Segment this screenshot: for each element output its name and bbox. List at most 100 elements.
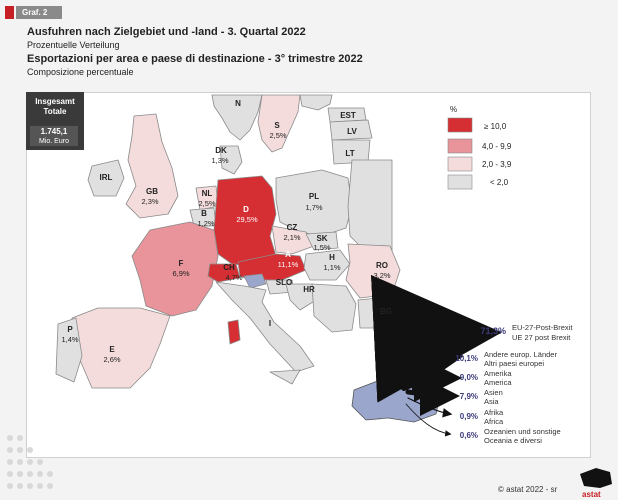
- country-shape-I: [215, 281, 315, 373]
- country-label-S: S: [274, 121, 280, 130]
- country-value-B: 1,2%: [197, 219, 214, 228]
- country-label-F: F: [179, 259, 184, 268]
- country-value-A: 11,1%: [278, 260, 299, 269]
- country-shape-F: [131, 221, 219, 317]
- country-shape-CH: [207, 263, 241, 283]
- legend-label-none: < 2,0: [490, 178, 509, 187]
- subtitle-german: Prozentuelle Verteilung: [27, 40, 120, 50]
- total-unit: Mio. Euro: [39, 138, 69, 145]
- country-label-EST: EST: [340, 111, 356, 120]
- country-label-N: N: [235, 99, 241, 108]
- south-tyrol-shape: [243, 273, 267, 289]
- flow-label-america-de: Amerika: [484, 369, 512, 378]
- country-label-SLO: SLO: [276, 278, 292, 287]
- country-shape-FIN: [299, 94, 333, 111]
- country-value-GB: 2,3%: [141, 197, 158, 206]
- country-label-LV: LV: [347, 127, 357, 136]
- flow-label-eu-it: UE 27 post Brexit: [512, 333, 571, 342]
- flow-label-europe-de: Andere europ. Länder: [484, 350, 557, 359]
- total-label-de: Insgesamt: [35, 97, 75, 106]
- country-label-LT: LT: [345, 149, 354, 158]
- country-shape-E: [71, 307, 171, 389]
- country-shape-LV: [329, 119, 373, 141]
- country-label-E: E: [109, 345, 115, 354]
- title-italian: Esportazioni per area e paese di destina…: [27, 53, 363, 65]
- country-shape-DK: [219, 145, 243, 175]
- country-value-CZ: 2,1%: [283, 233, 300, 242]
- graph-tag-marker: [5, 6, 14, 19]
- legend-swatch-mid: [447, 138, 473, 154]
- total-value: 1.745,1: [41, 127, 68, 136]
- flow-value-africa: 0,9%: [460, 412, 478, 421]
- flow-label-europe-it: Altri paesi europei: [484, 359, 544, 368]
- legend-label-mid: 4,0 - 9,9: [482, 142, 512, 151]
- country-label-BG: BG: [380, 307, 392, 316]
- country-label-P: P: [67, 325, 73, 334]
- country-value-F: 6,9%: [172, 269, 189, 278]
- copyright: © astat 2022 - sr: [498, 485, 558, 494]
- country-shape-sardinia: [227, 319, 241, 345]
- country-shape-A: [237, 253, 307, 281]
- country-shape-GB: [125, 113, 179, 219]
- flow-value-oceania: 0,6%: [460, 431, 478, 440]
- country-shape-SK: [305, 231, 339, 251]
- country-shape-HR: [285, 283, 317, 311]
- country-label-DK: DK: [215, 146, 227, 155]
- country-label-HR: HR: [303, 285, 315, 294]
- country-label-RO: RO: [376, 261, 388, 270]
- country-value-E: 2,6%: [103, 355, 120, 364]
- country-shape-S: [257, 94, 301, 153]
- country-label-GB: GB: [146, 187, 158, 196]
- country-shape-balkans: [311, 283, 357, 333]
- flow-value-america: 9,0%: [460, 373, 478, 382]
- country-label-SK: SK: [316, 234, 327, 243]
- flow-value-eu: 71,3%: [480, 326, 506, 336]
- country-label-I: I: [269, 319, 271, 328]
- flow-value-europe: 10,1%: [455, 354, 478, 363]
- subtitle-italian: Composizione percentuale: [27, 67, 134, 77]
- country-value-DK: 1,3%: [211, 156, 228, 165]
- country-value-P: 1,4%: [61, 335, 78, 344]
- country-value-S: 2,5%: [269, 131, 286, 140]
- country-shape-H: [303, 249, 351, 281]
- graph-tag: Graf. 2: [16, 6, 62, 19]
- country-value-CH: 4,7%: [225, 273, 242, 282]
- decorative-dots: [7, 435, 53, 489]
- country-shape-P: [55, 317, 83, 383]
- legend-swatches: [447, 117, 473, 190]
- country-label-CH: CH: [223, 263, 235, 272]
- country-shape-N: [211, 94, 263, 141]
- flow-label-africa-de: Afrika: [484, 408, 504, 417]
- total-label-it: Totale: [44, 107, 68, 116]
- flow-arrow-africa: [407, 397, 453, 418]
- flow-label-africa-it: Africa: [484, 417, 504, 426]
- legend-label-low: 2,0 - 3,9: [482, 160, 512, 169]
- flow-label-asia-it: Asia: [484, 397, 499, 406]
- legend-swatch-none: [447, 174, 473, 190]
- country-label-CZ: CZ: [287, 223, 298, 232]
- country-label-H: H: [329, 253, 335, 262]
- country-shape-IRL: [87, 159, 125, 197]
- flow-arrow-asia: [405, 375, 460, 416]
- title-german: Ausfuhren nach Zielgebiet und -land - 3.…: [27, 26, 306, 38]
- flow-arrow-oceania: [405, 403, 452, 437]
- country-value-NL: 2,5%: [198, 199, 215, 208]
- country-value-D: 29,5%: [236, 215, 258, 224]
- country-value-RO: 3,2%: [373, 271, 390, 280]
- country-label-NL: NL: [202, 189, 213, 198]
- country-label-PL: PL: [309, 192, 319, 201]
- country-value-H: 1,1%: [323, 263, 340, 272]
- country-value-PL: 1,7%: [305, 203, 322, 212]
- flow-value-asia: 7,9%: [460, 392, 478, 401]
- country-label-IRL: IRL: [100, 173, 113, 182]
- legend-label-high: ≥ 10,0: [484, 122, 507, 131]
- astat-logo-text: astat: [582, 490, 601, 499]
- country-shape-sicily: [269, 369, 301, 385]
- country-label-B: B: [201, 209, 207, 218]
- flow-label-oceania-it: Oceania e diversi: [484, 436, 542, 445]
- flow-label-america-it: America: [484, 378, 512, 387]
- legend-swatch-low: [447, 156, 473, 172]
- astat-logo-icon: [580, 468, 612, 488]
- flow-label-eu-de: EU-27-Post-Brexit: [512, 323, 573, 332]
